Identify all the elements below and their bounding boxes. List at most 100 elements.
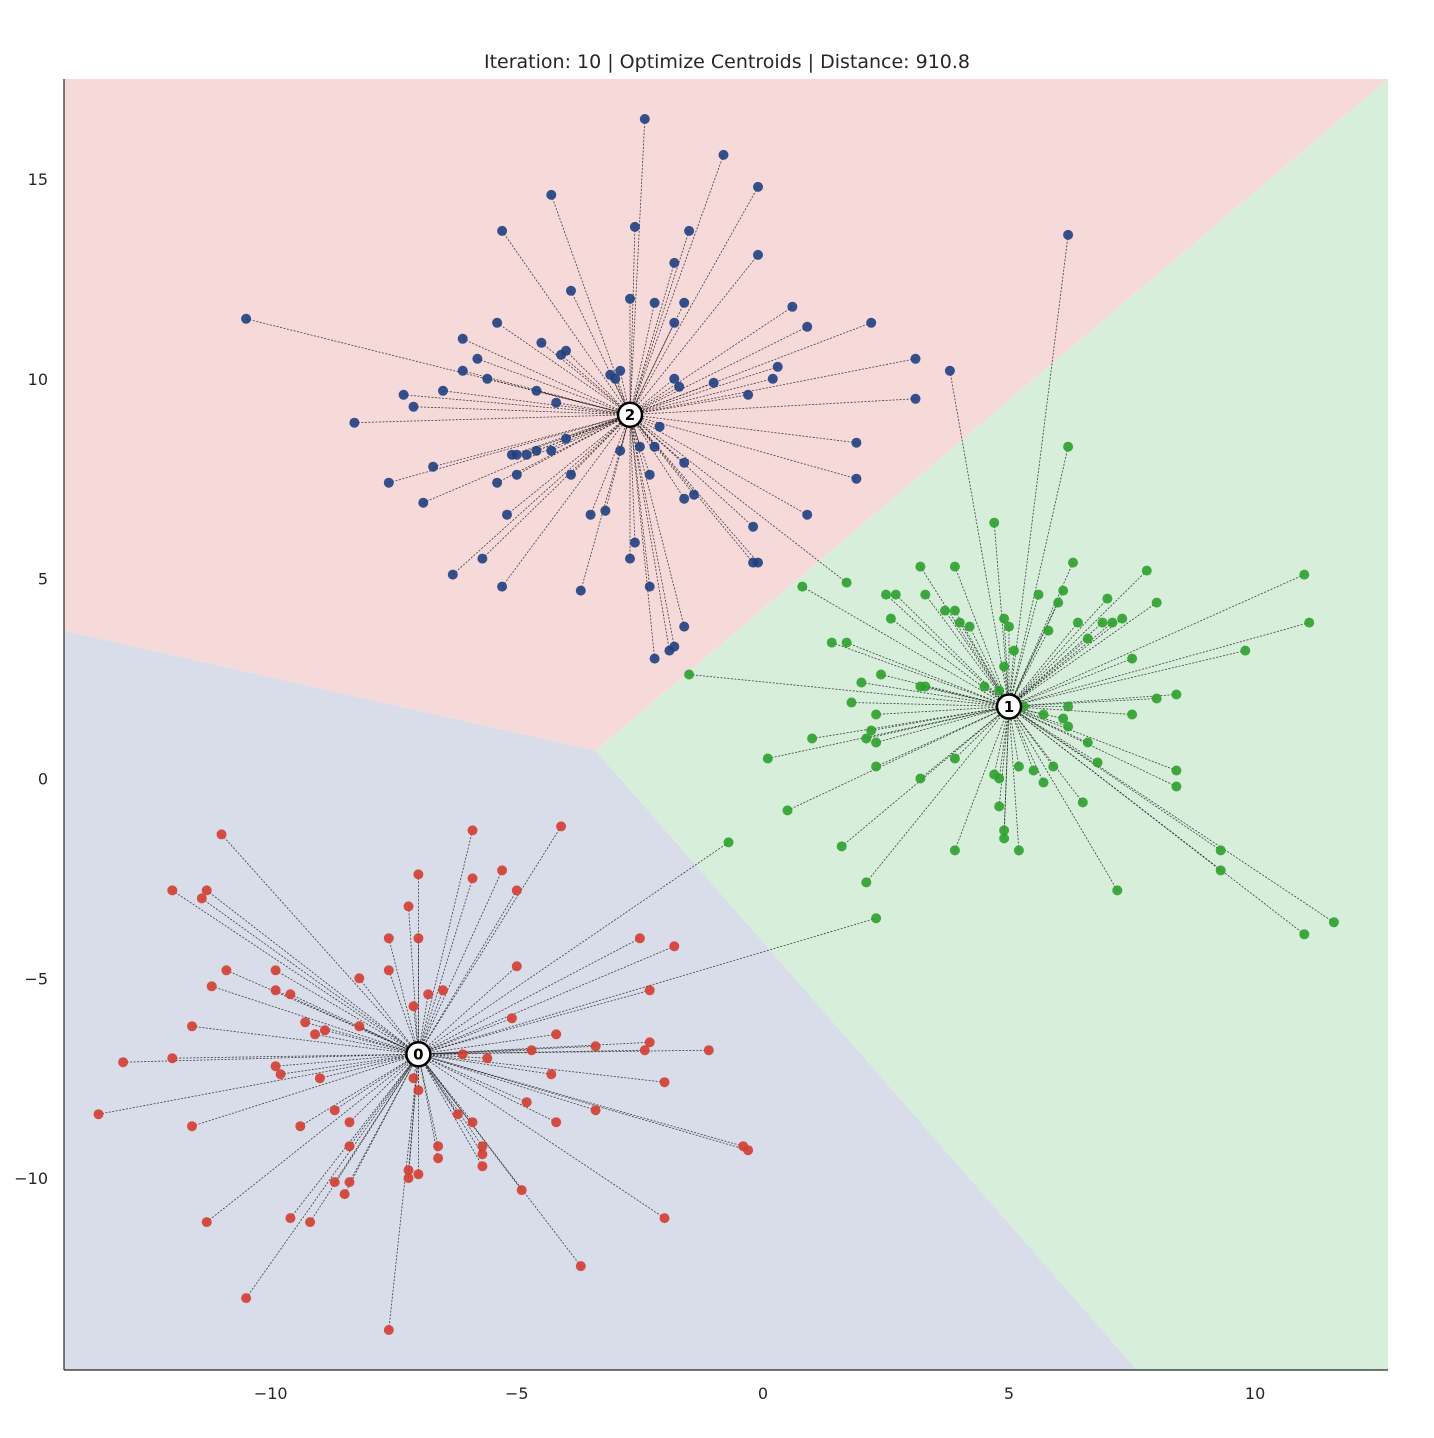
data-point <box>575 1261 586 1272</box>
data-point <box>915 773 926 784</box>
data-point <box>866 317 877 328</box>
assignment-line <box>1003 618 1010 707</box>
data-point <box>743 389 754 400</box>
data-point <box>477 1161 488 1172</box>
data-point <box>940 605 950 616</box>
assignment-line <box>452 414 631 575</box>
data-point <box>285 1213 296 1224</box>
assignment-line <box>629 414 660 428</box>
centroid-marker <box>405 1040 432 1068</box>
centroid-label: 1 <box>1004 698 1014 716</box>
data-point <box>492 317 503 328</box>
y-tick-label: −10 <box>14 1169 48 1188</box>
data-point <box>398 389 409 400</box>
assignment-line <box>556 402 631 416</box>
data-point <box>920 589 931 600</box>
assignment-line <box>305 1021 419 1055</box>
assignment-line <box>201 898 419 1055</box>
assignment-line <box>876 706 1010 715</box>
data-point <box>999 833 1010 844</box>
assignment-line <box>418 945 675 1055</box>
data-point <box>708 377 719 388</box>
data-point <box>413 1169 424 1180</box>
assignment-line <box>334 1053 419 1183</box>
data-point <box>403 1165 414 1176</box>
data-point <box>1215 845 1226 856</box>
data-point <box>438 985 448 996</box>
data-point <box>1063 441 1074 452</box>
data-point <box>561 345 571 356</box>
data-point <box>546 189 557 200</box>
assignment-line <box>629 326 808 416</box>
assignment-lines <box>98 118 1335 1331</box>
data-point <box>383 933 394 944</box>
assignment-line <box>629 254 759 415</box>
data-point <box>344 1177 355 1188</box>
assignment-line <box>418 878 473 1055</box>
data-point <box>428 461 439 472</box>
assignment-line <box>319 1053 419 1079</box>
assignment-line <box>418 1053 473 1123</box>
data-point <box>669 317 680 328</box>
data-point <box>679 457 690 468</box>
data-point <box>566 469 576 480</box>
assignment-line <box>418 1053 527 1103</box>
assignment-line <box>403 394 631 416</box>
data-point <box>684 669 695 680</box>
data-point <box>669 373 680 384</box>
assignment-line <box>1008 706 1020 851</box>
data-point <box>989 769 1000 780</box>
data-point <box>920 681 931 692</box>
assignment-line <box>496 322 631 416</box>
data-point <box>826 637 837 648</box>
data-point <box>743 1145 754 1156</box>
data-point <box>669 941 680 952</box>
data-point <box>270 985 281 996</box>
data-point <box>718 149 729 160</box>
assignment-line <box>920 566 1010 707</box>
data-point <box>629 537 640 548</box>
assignment-line <box>689 674 1010 707</box>
data-point <box>187 1021 197 1032</box>
assignment-line <box>1008 706 1305 935</box>
data-point <box>1141 565 1152 576</box>
assignment-line <box>1008 706 1118 891</box>
data-point <box>999 613 1010 624</box>
data-point <box>457 365 468 376</box>
assignment-line <box>629 186 759 415</box>
assignment-line <box>1003 706 1010 839</box>
data-point <box>413 1085 424 1096</box>
assignment-line <box>1008 602 1059 707</box>
assignment-line <box>565 350 631 415</box>
data-point <box>516 1185 527 1196</box>
data-point <box>457 333 468 344</box>
centroid-label: 2 <box>625 406 635 424</box>
data-point <box>497 225 508 236</box>
assignment-line <box>560 354 631 416</box>
data-point <box>836 841 847 852</box>
assignment-line <box>629 414 685 499</box>
data-point <box>994 685 1005 696</box>
data-point <box>575 585 586 596</box>
data-point <box>871 761 882 772</box>
data-point <box>433 1153 444 1164</box>
assignment-line <box>462 338 631 416</box>
data-point <box>1082 737 1093 748</box>
data-point <box>521 1097 532 1108</box>
data-point <box>329 1105 340 1116</box>
data-point <box>354 1021 365 1032</box>
data-point <box>206 981 217 992</box>
data-point <box>1068 557 1078 568</box>
assignment-line <box>629 414 847 583</box>
data-point <box>241 1293 252 1304</box>
assignment-line <box>418 1053 665 1083</box>
centroid-label: 0 <box>413 1046 423 1064</box>
data-point <box>1038 709 1049 720</box>
data-point <box>201 1217 212 1228</box>
data-point <box>531 445 542 456</box>
data-point <box>782 805 793 816</box>
y-tick-label: 0 <box>38 769 48 788</box>
data-point <box>1013 845 1024 856</box>
data-point <box>856 677 867 688</box>
